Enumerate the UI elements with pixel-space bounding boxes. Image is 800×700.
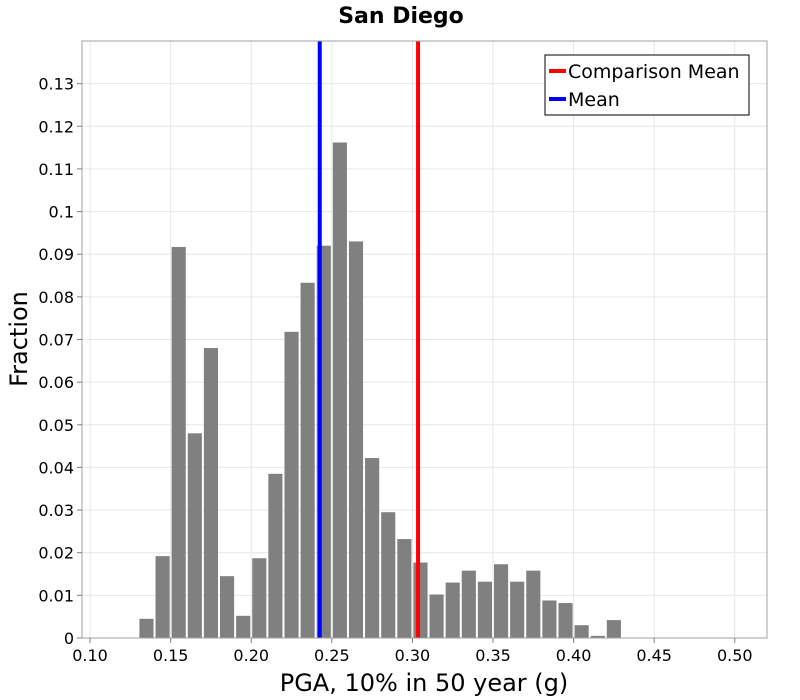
x-tick-label: 0.40	[556, 646, 592, 665]
histogram-bar	[494, 564, 509, 638]
y-tick-label: 0.08	[38, 288, 74, 307]
histogram-bar	[139, 618, 154, 638]
histogram-bar	[397, 539, 412, 638]
histogram-bar	[445, 582, 460, 638]
histogram-bar	[236, 615, 251, 638]
histogram-bar	[332, 142, 347, 639]
histogram-bar	[187, 433, 202, 638]
legend: Comparison Mean Mean	[544, 54, 750, 116]
x-tick-label: 0.45	[636, 646, 672, 665]
histogram-bar	[155, 556, 170, 638]
y-tick-label: 0.11	[38, 160, 74, 179]
histogram-bar	[542, 600, 557, 638]
y-tick-label: 0.04	[38, 458, 74, 477]
chart-title: San Diego	[338, 4, 464, 29]
histogram-bar	[284, 331, 299, 638]
histogram-bar	[461, 570, 476, 638]
histogram-bar	[252, 558, 267, 638]
histogram-bar	[203, 348, 218, 638]
y-tick-label: 0.06	[38, 373, 74, 392]
x-tick-label: 0.35	[475, 646, 511, 665]
histogram-bar	[171, 246, 186, 638]
histogram-bar	[381, 512, 396, 638]
histogram-bar	[268, 473, 283, 638]
x-tick-label: 0.25	[314, 646, 350, 665]
histogram-bar	[429, 594, 444, 638]
y-tick-label: 0.01	[38, 586, 74, 605]
histogram-bar	[365, 458, 380, 638]
y-tick-label: 0.1	[49, 203, 74, 222]
x-tick-label: 0.30	[395, 646, 431, 665]
y-tick-label: 0.09	[38, 245, 74, 264]
histogram-bar	[477, 581, 492, 638]
histogram-bar	[413, 562, 428, 638]
y-tick-label: 0.07	[38, 331, 74, 350]
histogram-bar	[558, 603, 573, 638]
x-tick-label: 0.15	[153, 646, 189, 665]
y-tick-label: 0.05	[38, 416, 74, 435]
x-tick-label: 0.10	[72, 646, 108, 665]
histogram-bar	[606, 620, 621, 638]
x-tick-label: 0.50	[717, 646, 753, 665]
y-tick-label: 0.03	[38, 501, 74, 520]
histogram-bar	[220, 576, 235, 638]
x-axis-ticks: 0.10 0.15 0.20 0.25 0.30 0.35 0.40 0.45 0.50	[72, 638, 753, 665]
histogram-bar	[510, 581, 525, 638]
y-axis-ticks: 0 0.01 0.02 0.03 0.04 0.05 0.06 0.07 0.08 0.09 0.1…	[38, 75, 82, 648]
mean-lines	[317, 41, 421, 638]
legend-label-mean: Mean	[568, 89, 620, 111]
y-tick-label: 0.02	[38, 544, 74, 563]
histogram-bar	[590, 635, 605, 638]
legend-label-comparison-mean: Comparison Mean	[568, 61, 740, 83]
x-axis-title: PGA, 10% in 50 year (g)	[280, 669, 569, 697]
y-tick-label: 0.12	[38, 117, 74, 136]
y-axis-title: Fraction	[5, 291, 33, 387]
histogram-bar	[348, 241, 364, 638]
histogram-bar	[526, 570, 541, 638]
x-tick-label: 0.20	[233, 646, 269, 665]
y-tick-label: 0	[64, 629, 74, 648]
histogram-bar	[574, 625, 589, 638]
legend-box	[544, 54, 750, 116]
y-tick-label: 0.13	[38, 75, 74, 94]
histogram-bar	[300, 282, 315, 638]
